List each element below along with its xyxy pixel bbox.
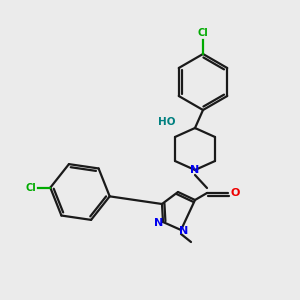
Text: N: N bbox=[190, 165, 200, 175]
Text: Cl: Cl bbox=[198, 28, 208, 38]
Text: O: O bbox=[230, 188, 240, 198]
Text: HO: HO bbox=[158, 117, 176, 127]
Text: N: N bbox=[154, 218, 164, 228]
Text: Cl: Cl bbox=[26, 183, 36, 193]
Text: N: N bbox=[179, 226, 189, 236]
